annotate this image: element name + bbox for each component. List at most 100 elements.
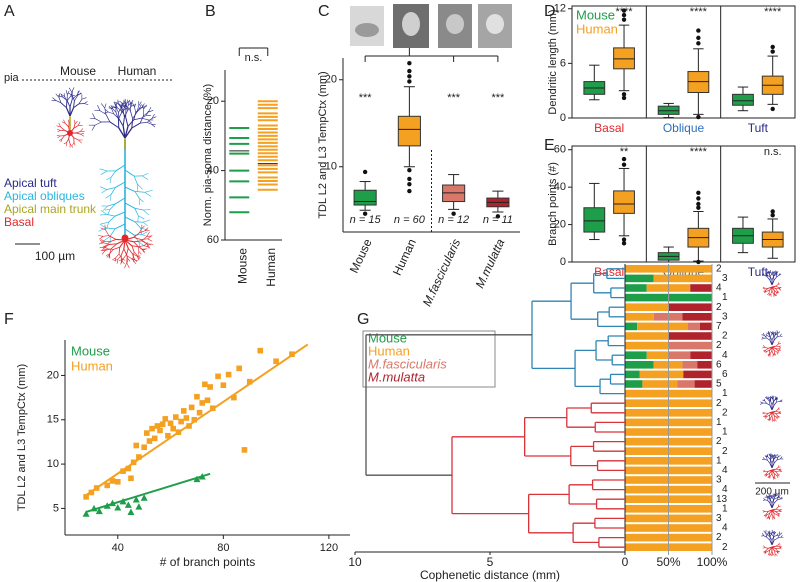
dendrite (776, 456, 779, 461)
legend-entry: M.fascicularis (368, 356, 447, 371)
dendrite (143, 242, 148, 246)
dendrite (116, 108, 119, 113)
point (236, 365, 242, 372)
point (140, 494, 148, 501)
x-tick-label: Tuft (748, 265, 769, 279)
dendrite (133, 251, 138, 256)
dendrite (768, 418, 771, 422)
count-label: 1 (716, 417, 722, 428)
dendrite (771, 459, 774, 464)
y-axis-label: TDL L2 and L3 TempCtx (mm) (317, 71, 329, 218)
dendrite (69, 107, 75, 117)
dendrite (104, 103, 107, 109)
outlier (696, 196, 701, 201)
dendrite (134, 107, 136, 113)
dendrite (770, 272, 774, 277)
dendrite (767, 271, 770, 274)
dendrite (769, 536, 773, 541)
dendrite (775, 511, 779, 514)
dendrite (773, 290, 776, 294)
box (583, 207, 606, 233)
count-label: 6 (722, 369, 728, 380)
dendrite (102, 245, 107, 248)
dendrite (131, 245, 139, 248)
annotation: **** (690, 6, 708, 18)
point (191, 416, 198, 423)
dendrite (110, 243, 118, 250)
dendrite (117, 107, 123, 112)
point (188, 404, 195, 411)
point (257, 347, 264, 354)
dendrite (771, 455, 775, 458)
dendrite (100, 210, 107, 215)
outlier (621, 156, 627, 162)
fit-line (85, 343, 309, 496)
y-axis-label: Norm. pia-soma distance (%) (202, 84, 214, 226)
dendrite (778, 348, 781, 351)
dendrite (120, 248, 125, 256)
legend-entry: Human (576, 21, 618, 36)
dendrite (779, 333, 782, 337)
dendrite (778, 510, 782, 513)
dendrite (111, 105, 113, 110)
dendrite (103, 235, 109, 237)
bar-segment (625, 274, 654, 283)
point (146, 438, 153, 444)
dendrite (775, 506, 779, 510)
dendrite (63, 93, 65, 97)
bar-segment (668, 351, 691, 359)
bar-segment (637, 322, 688, 331)
bar-segment (639, 370, 684, 379)
dendrite (776, 551, 779, 555)
point (83, 494, 89, 500)
dendrite (132, 103, 135, 108)
dendrite (780, 535, 783, 538)
dendrite (776, 270, 779, 274)
dendrite (778, 495, 781, 498)
dendrite (768, 290, 770, 294)
dendrite (766, 471, 769, 474)
count-label: 13 (716, 494, 728, 505)
y-tick-label: 20 (47, 369, 59, 381)
dendrite (78, 139, 82, 144)
dendrite (768, 516, 770, 520)
dendrite (778, 509, 781, 512)
frame (571, 145, 796, 263)
dendrite (133, 175, 138, 185)
dendrite (77, 92, 82, 96)
dendrite (776, 533, 779, 536)
dendrite (763, 349, 766, 352)
dendrite (65, 90, 68, 95)
dendrite (773, 402, 777, 406)
dendrite (765, 335, 768, 337)
dendrite (138, 251, 142, 255)
dendrite (61, 121, 66, 124)
panel-letter: A (4, 3, 15, 20)
dendrite (74, 95, 78, 101)
point (165, 432, 171, 439)
dendrite (123, 248, 128, 257)
dendrite (778, 287, 782, 289)
dendrite (775, 471, 778, 474)
dendrite (133, 240, 142, 243)
dendrite (771, 463, 775, 469)
dendrite (773, 533, 775, 537)
x-tick-label: Human (390, 237, 419, 278)
dendrite (109, 121, 119, 129)
dendrite (61, 135, 65, 140)
dendrite (151, 116, 157, 119)
dendrite (108, 235, 117, 240)
dendrite (130, 99, 134, 105)
dendrite (127, 119, 135, 127)
dendrite (775, 284, 779, 287)
legend-entry: Human (71, 358, 113, 373)
dendrite (771, 513, 774, 518)
dendrite (139, 198, 144, 203)
dendrite (776, 291, 779, 294)
dendrite (146, 243, 151, 249)
dendrite (778, 547, 782, 550)
dendrite (778, 343, 781, 345)
dendrite (55, 100, 62, 104)
y-tick-label: 20 (207, 95, 219, 107)
dendrite (770, 453, 772, 457)
